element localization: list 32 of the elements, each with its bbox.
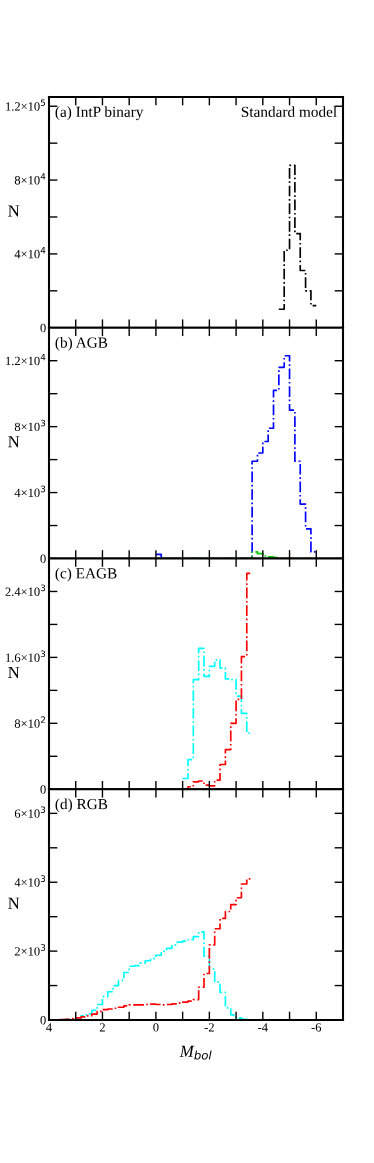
y-tick-label: 0 bbox=[40, 1016, 46, 1025]
y-tick-label: 6×10$^{3}$ bbox=[14, 806, 46, 818]
x-tick-label: -6 bbox=[311, 1023, 322, 1032]
y-axis-title: N bbox=[8, 666, 20, 678]
x-tick-label: 2 bbox=[99, 1023, 105, 1032]
y-axis-title: N bbox=[8, 897, 20, 909]
x-tick-label: -2 bbox=[204, 1023, 214, 1032]
y-axis-title: N bbox=[8, 205, 20, 217]
y-tick-label: 0 bbox=[40, 785, 46, 794]
y-tick-label: 1.6×10$^{3}$ bbox=[6, 650, 46, 662]
y-tick-label: 0 bbox=[40, 554, 46, 563]
x-axis-title: M$_{bol}$ bbox=[179, 1045, 212, 1060]
y-tick-label: 1.2×10$^{4}$ bbox=[6, 353, 46, 366]
y-tick-label: 4×10$^{4}$ bbox=[14, 247, 46, 259]
y-tick-label: 1.2×10$^{5}$ bbox=[6, 99, 46, 111]
y-tick-label: 4×10$^{3}$ bbox=[14, 875, 46, 887]
y-tick-label: 4×10$^{3}$ bbox=[14, 485, 46, 498]
x-tick-label: 4 bbox=[46, 1023, 52, 1032]
annotation: Standard model bbox=[241, 106, 337, 117]
annotation: (b) AGB bbox=[55, 336, 108, 351]
y-tick-label: 2×10$^{3}$ bbox=[14, 944, 46, 956]
annotation: (d) RGB bbox=[55, 798, 108, 813]
x-tick-label: -4 bbox=[258, 1023, 268, 1032]
x-tick-label: 0 bbox=[153, 1023, 159, 1032]
y-tick-label: 8×10$^{2}$ bbox=[14, 716, 45, 728]
annotation: (a) IntP binary bbox=[55, 106, 144, 121]
y-axis-title: N bbox=[8, 436, 20, 448]
y-tick-label: 8×10$^{3}$ bbox=[14, 419, 46, 432]
y-tick-label: 0 bbox=[40, 323, 46, 333]
y-tick-label: 2.4×10$^{3}$ bbox=[5, 584, 46, 597]
y-tick-label: 8×10$^{4}$ bbox=[14, 173, 46, 185]
annotation: (c) EAGB bbox=[55, 567, 117, 582]
